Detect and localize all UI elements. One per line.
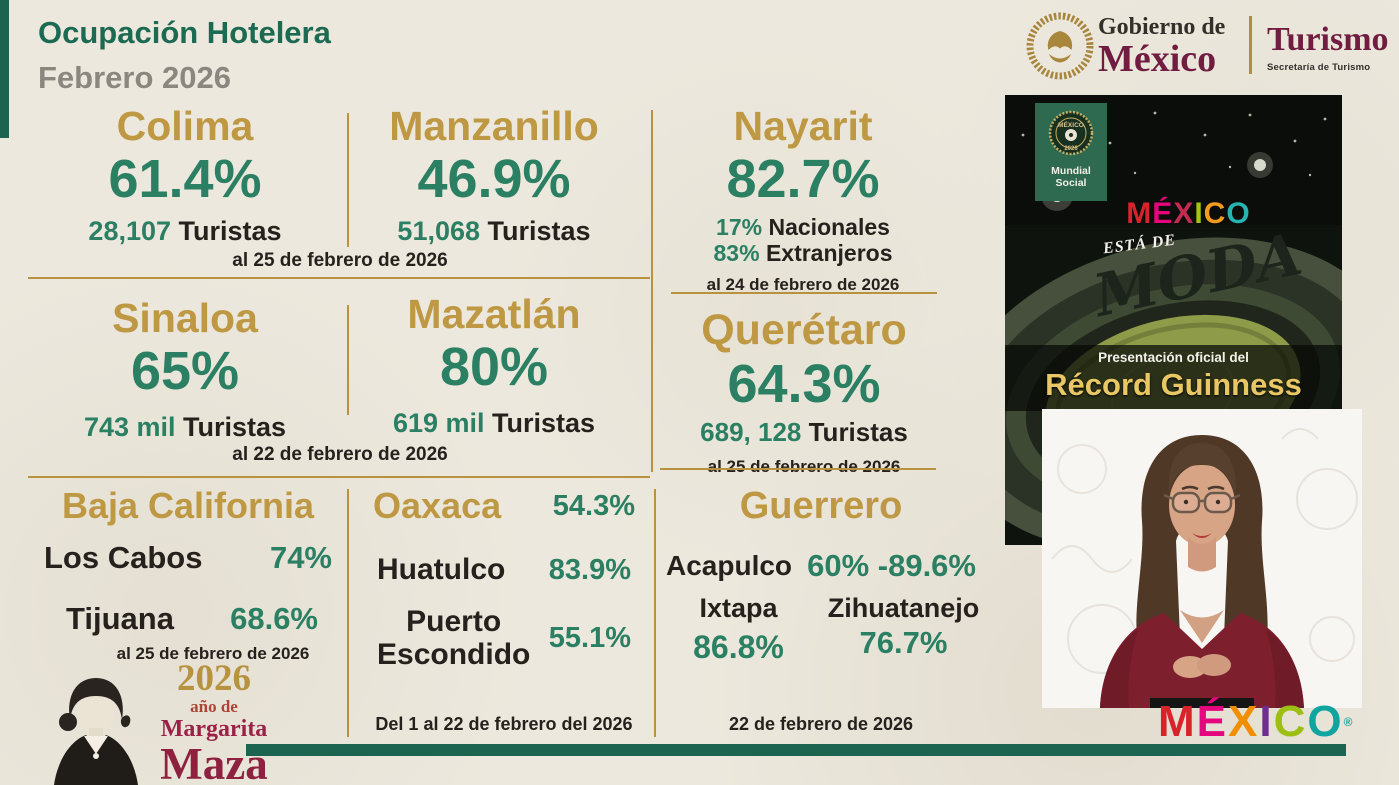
- tijuana-row: Tijuana 68.6%: [66, 601, 318, 636]
- margarita-label: Margarita: [160, 716, 268, 742]
- registered-mark: ®: [1343, 715, 1355, 729]
- date-note: al 24 de febrero de 2026: [706, 275, 900, 294]
- occupancy-value: 65%: [130, 341, 240, 401]
- divider: [28, 476, 650, 478]
- record-guinness-label: Récord Guinness: [1045, 367, 1302, 402]
- date-note: al 25 de febrero de 2026: [707, 457, 901, 476]
- ano-de-label: año de: [190, 697, 238, 716]
- oaxaca-header-row: Oaxaca 54.3%: [355, 485, 653, 527]
- state-name: Sinaloa: [112, 295, 258, 341]
- tourist-count: 51,068 Turistas: [397, 216, 591, 246]
- turismo-block: Turismo Secretaría de Turismo: [1267, 21, 1389, 74]
- mexico-wordmark: México: [1098, 38, 1217, 80]
- state-name: Guerrero: [739, 485, 903, 527]
- occupancy-value: 64.3%: [727, 354, 881, 414]
- mundial-social-label: Mundial Social: [1051, 165, 1091, 189]
- stat-sinaloa: Sinaloa 65% 743 mil Turistas: [30, 295, 340, 443]
- header-divider: [1249, 16, 1252, 74]
- title-line2: Febrero 2026: [38, 60, 231, 95]
- tourist-count: 743 mil Turistas: [83, 412, 287, 442]
- state-name: Baja California: [61, 485, 315, 526]
- gobierno-de-label: Gobierno de: [1098, 14, 1226, 40]
- occupancy-value: 54.3%: [552, 489, 635, 522]
- left-accent-bar: [0, 0, 9, 138]
- stat-queretaro: Querétaro 64.3% 689, 128 Turistas al 25 …: [658, 305, 950, 477]
- year-label: 2026: [177, 658, 251, 699]
- margarita-maza-portrait: [54, 678, 138, 785]
- state-name: Oaxaca: [373, 485, 502, 526]
- stat-oaxaca: Oaxaca 54.3% Huatulco 83.9% Puerto Escond…: [355, 485, 653, 671]
- state-name: Querétaro: [701, 306, 907, 354]
- date-note: al 25 de febrero de 2026: [116, 644, 310, 663]
- mundial-2026-emblem-icon: MÉXICO 2026: [1048, 110, 1094, 156]
- tourist-count: 619 mil Turistas: [392, 408, 596, 438]
- interpreter-figure: [1042, 409, 1362, 708]
- ixtapa-zihuatanejo-grid: Ixtapa Zihuatanejo 86.8% 76.7%: [693, 593, 980, 665]
- sign-language-interpreter-video: [1042, 409, 1362, 708]
- tourist-count: 689, 128 Turistas: [700, 417, 908, 447]
- extranjeros-line: 83% Extranjeros: [713, 240, 893, 266]
- divider: [651, 110, 653, 472]
- state-name: Nayarit: [733, 103, 873, 149]
- svg-text:MÉXICO: MÉXICO: [1058, 120, 1084, 129]
- divider: [28, 277, 650, 279]
- occupancy-value: 61.4%: [108, 149, 262, 209]
- state-name: Manzanillo: [389, 103, 599, 149]
- stat-manzanillo: Manzanillo 46.9% 51,068 Turistas: [358, 103, 630, 247]
- presentacion-label: Presentación oficial del: [1098, 350, 1249, 365]
- mundial-social-badge: MÉXICO 2026 Mundial Social: [1035, 103, 1107, 201]
- nacionales-line: 17% Nacionales: [716, 214, 890, 240]
- occupancy-value: 46.9%: [417, 149, 571, 209]
- divider: [671, 292, 937, 294]
- mexico-tourism-logo: MÉXICO®: [1158, 697, 1355, 746]
- state-name: Mazatlán: [407, 291, 581, 337]
- state-name: Colima: [116, 103, 254, 149]
- divider: [654, 489, 656, 737]
- occupancy-value: 82.7%: [726, 149, 880, 209]
- mexico-coat-of-arms-icon: [1026, 12, 1094, 80]
- los-cabos-row: Los Cabos 74%: [44, 540, 332, 575]
- stat-baja-california: Baja California Los Cabos 74% Tijuana 68…: [30, 485, 346, 637]
- gobierno-wordmark: Gobierno de México: [1098, 14, 1225, 78]
- svg-text:2026: 2026: [1064, 146, 1078, 152]
- divider: [660, 468, 936, 470]
- date-note: 22 de febrero de 2026: [728, 714, 914, 734]
- stat-guerrero: Guerrero Acapulco 60% -89.6% Ixtapa Zihu…: [656, 485, 986, 666]
- secretaria-label: Secretaría de Turismo: [1267, 62, 1371, 73]
- divider: [347, 113, 349, 247]
- turismo-wordmark: Turismo: [1267, 21, 1389, 58]
- mexico-colorful-logo: MÉXICO: [1126, 197, 1251, 230]
- date-note: al 22 de febrero de 2026: [232, 444, 448, 465]
- acapulco-row: Acapulco 60% -89.6%: [666, 548, 976, 583]
- stat-mazatlan: Mazatlán 80% 619 mil Turistas: [358, 291, 630, 439]
- puerto-escondido-row: Puerto Escondido 55.1%: [377, 605, 631, 671]
- huatulco-row: Huatulco 83.9%: [377, 553, 631, 586]
- tourist-count: 28,107 Turistas: [88, 216, 282, 246]
- occupancy-value: 80%: [439, 337, 549, 397]
- stat-nayarit: Nayarit 82.7% 17% Nacionales 83% Extranj…: [658, 103, 948, 295]
- stat-colima: Colima 61.4% 28,107 Turistas: [30, 103, 340, 247]
- date-note: Del 1 al 22 de febrero del 2026: [375, 714, 633, 734]
- divider: [347, 489, 349, 737]
- bottom-accent-bar: [246, 744, 1346, 756]
- title-line1: Ocupación Hotelera: [38, 15, 331, 50]
- margarita-maza-block: 2026 año de Margarita Maza: [148, 660, 280, 785]
- page-title: Ocupación Hotelera Febrero 2026: [38, 10, 331, 100]
- date-note: al 25 de febrero de 2026: [232, 250, 448, 271]
- divider: [347, 305, 349, 415]
